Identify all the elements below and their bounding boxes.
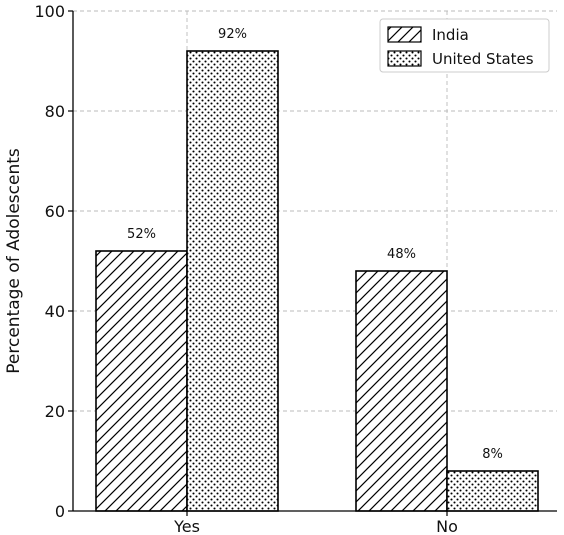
data-label: 8% (482, 447, 503, 462)
legend-label: India (432, 26, 469, 44)
y-tick-label: 40 (45, 302, 65, 321)
legend: India United States (379, 18, 550, 73)
x-tick-label: No (436, 517, 458, 535)
axes: 0 20 40 60 80 100 Yes No (34, 2, 557, 535)
y-tick-label: 20 (45, 402, 65, 421)
bar-united-states-no (446, 470, 539, 512)
legend-swatch (387, 50, 422, 67)
y-tick-label: 100 (34, 2, 65, 21)
bar-india-no (355, 270, 448, 512)
bar-united-states-yes (186, 50, 279, 512)
legend-frame (379, 18, 550, 73)
data-label: 52% (127, 227, 156, 242)
x-tick-label: Yes (173, 517, 200, 535)
bars (95, 50, 539, 512)
data-label: 48% (387, 247, 416, 262)
y-tick-label: 80 (45, 102, 65, 121)
y-axis-title: Percentage of Adolescents (4, 148, 24, 374)
bar-india-yes (95, 250, 188, 512)
data-label: 92% (218, 27, 247, 42)
y-tick-label: 60 (45, 202, 65, 221)
legend-label: United States (432, 50, 534, 68)
legend-swatch (387, 26, 422, 43)
data-labels: 52% 48% 92% 8% (127, 27, 503, 462)
y-tick-label: 0 (55, 502, 65, 521)
